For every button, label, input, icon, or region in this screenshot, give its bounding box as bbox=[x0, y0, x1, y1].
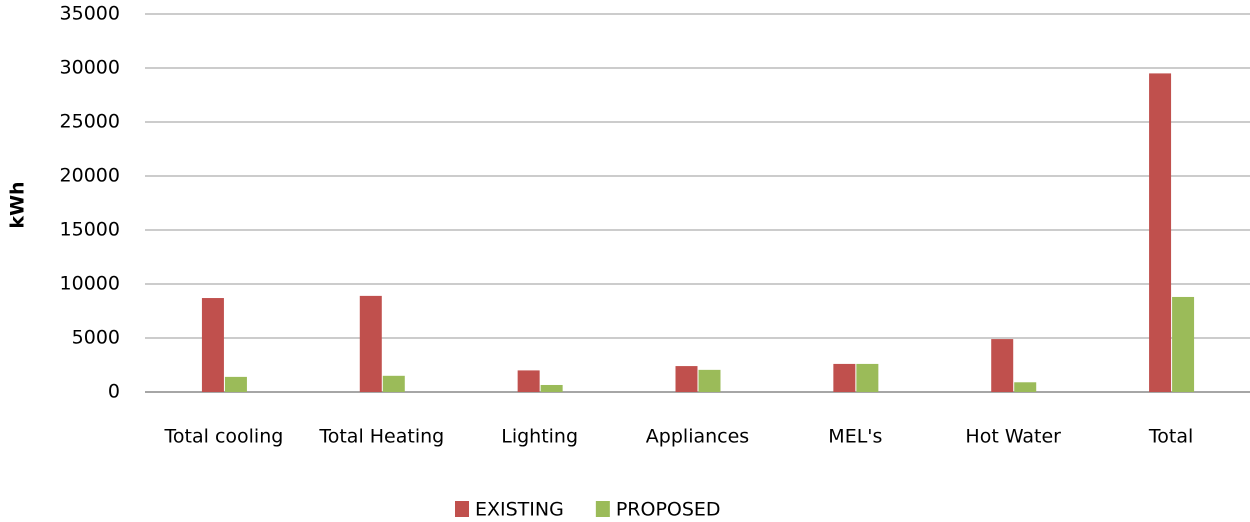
bar bbox=[698, 369, 721, 392]
legend-label: PROPOSED bbox=[616, 499, 721, 521]
bar bbox=[517, 370, 540, 392]
bar bbox=[540, 384, 563, 392]
y-tick-label: 15000 bbox=[60, 219, 120, 241]
x-tick-label: Lighting bbox=[501, 426, 578, 448]
bar bbox=[675, 366, 698, 392]
legend-label: EXISTING bbox=[475, 499, 564, 521]
y-tick-label: 5000 bbox=[72, 327, 120, 349]
y-tick-label: 30000 bbox=[60, 57, 120, 79]
y-tick-label: 25000 bbox=[60, 111, 120, 133]
bar bbox=[1172, 296, 1195, 392]
legend-swatch bbox=[455, 501, 469, 517]
x-tick-label: Total cooling bbox=[164, 426, 284, 448]
bar bbox=[1014, 382, 1037, 392]
y-tick-label: 35000 bbox=[60, 3, 120, 25]
x-tick-label: Hot Water bbox=[965, 426, 1061, 448]
x-tick-label: Total Heating bbox=[318, 426, 444, 448]
y-axis-label: kWh bbox=[7, 181, 29, 228]
x-tick-label: MEL's bbox=[828, 426, 882, 448]
bar bbox=[856, 363, 879, 392]
x-tick-label: Total bbox=[1148, 426, 1193, 448]
legend-swatch bbox=[595, 501, 610, 517]
y-tick-label: 20000 bbox=[60, 165, 120, 187]
bar bbox=[833, 363, 856, 392]
y-tick-label: 0 bbox=[108, 381, 120, 403]
bar bbox=[201, 298, 224, 392]
bar bbox=[1149, 73, 1172, 393]
bar bbox=[224, 376, 247, 392]
bar bbox=[382, 375, 405, 392]
bar bbox=[359, 295, 382, 392]
y-tick-label: 10000 bbox=[60, 273, 120, 295]
bar bbox=[991, 339, 1014, 392]
x-tick-label: Appliances bbox=[646, 426, 749, 448]
